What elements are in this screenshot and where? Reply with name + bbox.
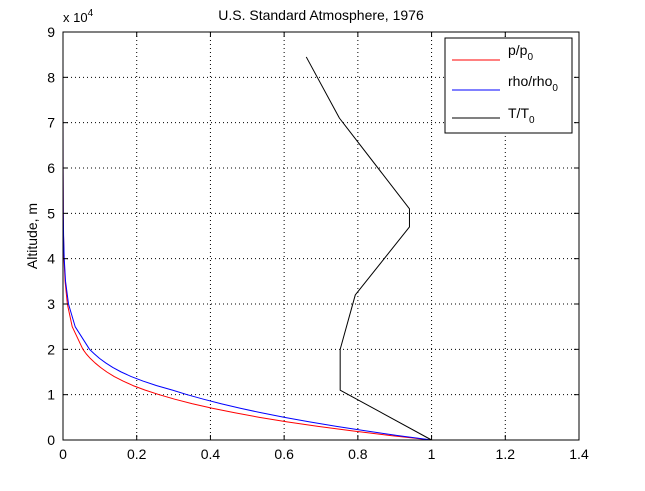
x-tick-label: 0.8 xyxy=(348,446,368,462)
legend-label-temperature-name: T/T xyxy=(508,105,529,121)
y-axis-label: Altitude, m xyxy=(24,203,40,269)
y-tick-label: 2 xyxy=(47,341,55,357)
y-axis-exponent-base: x 10 xyxy=(63,10,88,25)
series-line-density xyxy=(62,59,432,441)
y-axis-exponent-power: 4 xyxy=(88,8,94,19)
y-tick-label: 3 xyxy=(47,296,55,312)
y-tick-label: 1 xyxy=(47,387,55,403)
y-tick-label: 4 xyxy=(47,251,55,267)
y-axis-exponent: x 104 xyxy=(63,8,94,25)
x-tick-label: 1.4 xyxy=(569,446,589,462)
legend-label-density-name: rho/rho xyxy=(508,73,553,89)
x-tick-label: 0.4 xyxy=(201,446,221,462)
legend-item-pressure: p/p0 xyxy=(452,42,533,63)
label-layer: 0 0.2 0.4 0.6 0.8 1 1.2 1.4 0 1 2 3 4 5 6 7 8 9 xyxy=(47,24,589,462)
y-tick-label: 0 xyxy=(47,432,55,448)
x-tick-label: 1.2 xyxy=(496,446,516,462)
legend-label-pressure: p/p0 xyxy=(508,42,533,63)
x-tick-label: 0 xyxy=(59,446,67,462)
series-line-temperature xyxy=(305,56,432,441)
legend-box xyxy=(444,37,573,134)
y-tick-label: 6 xyxy=(47,160,55,176)
y-tick-label: 9 xyxy=(47,24,55,40)
chart-title: U.S. Standard Atmosphere, 1976 xyxy=(218,7,424,23)
series-layer xyxy=(62,56,432,441)
legend-item-density: rho/rho0 xyxy=(452,73,558,94)
legend-label-density-sub: 0 xyxy=(552,83,558,94)
tick-layer xyxy=(62,31,580,441)
x-tick-label: 1 xyxy=(428,446,436,462)
x-tick-label: 0.2 xyxy=(127,446,147,462)
y-tick-label: 5 xyxy=(47,205,55,221)
legend-item-temperature: T/T0 xyxy=(452,105,535,126)
legend-label-density: rho/rho0 xyxy=(508,73,558,94)
legend: p/p0 rho/rho0 T/T0 xyxy=(444,37,573,134)
legend-label-pressure-sub: 0 xyxy=(527,52,533,63)
legend-label-temperature: T/T0 xyxy=(508,105,535,126)
legend-label-pressure-name: p/p xyxy=(508,42,528,58)
legend-label-temperature-sub: 0 xyxy=(529,115,535,126)
plot-frame xyxy=(62,31,580,441)
x-tick-label: 0.6 xyxy=(274,446,294,462)
y-tick-label: 7 xyxy=(47,115,55,131)
y-tick-label: 8 xyxy=(47,69,55,85)
